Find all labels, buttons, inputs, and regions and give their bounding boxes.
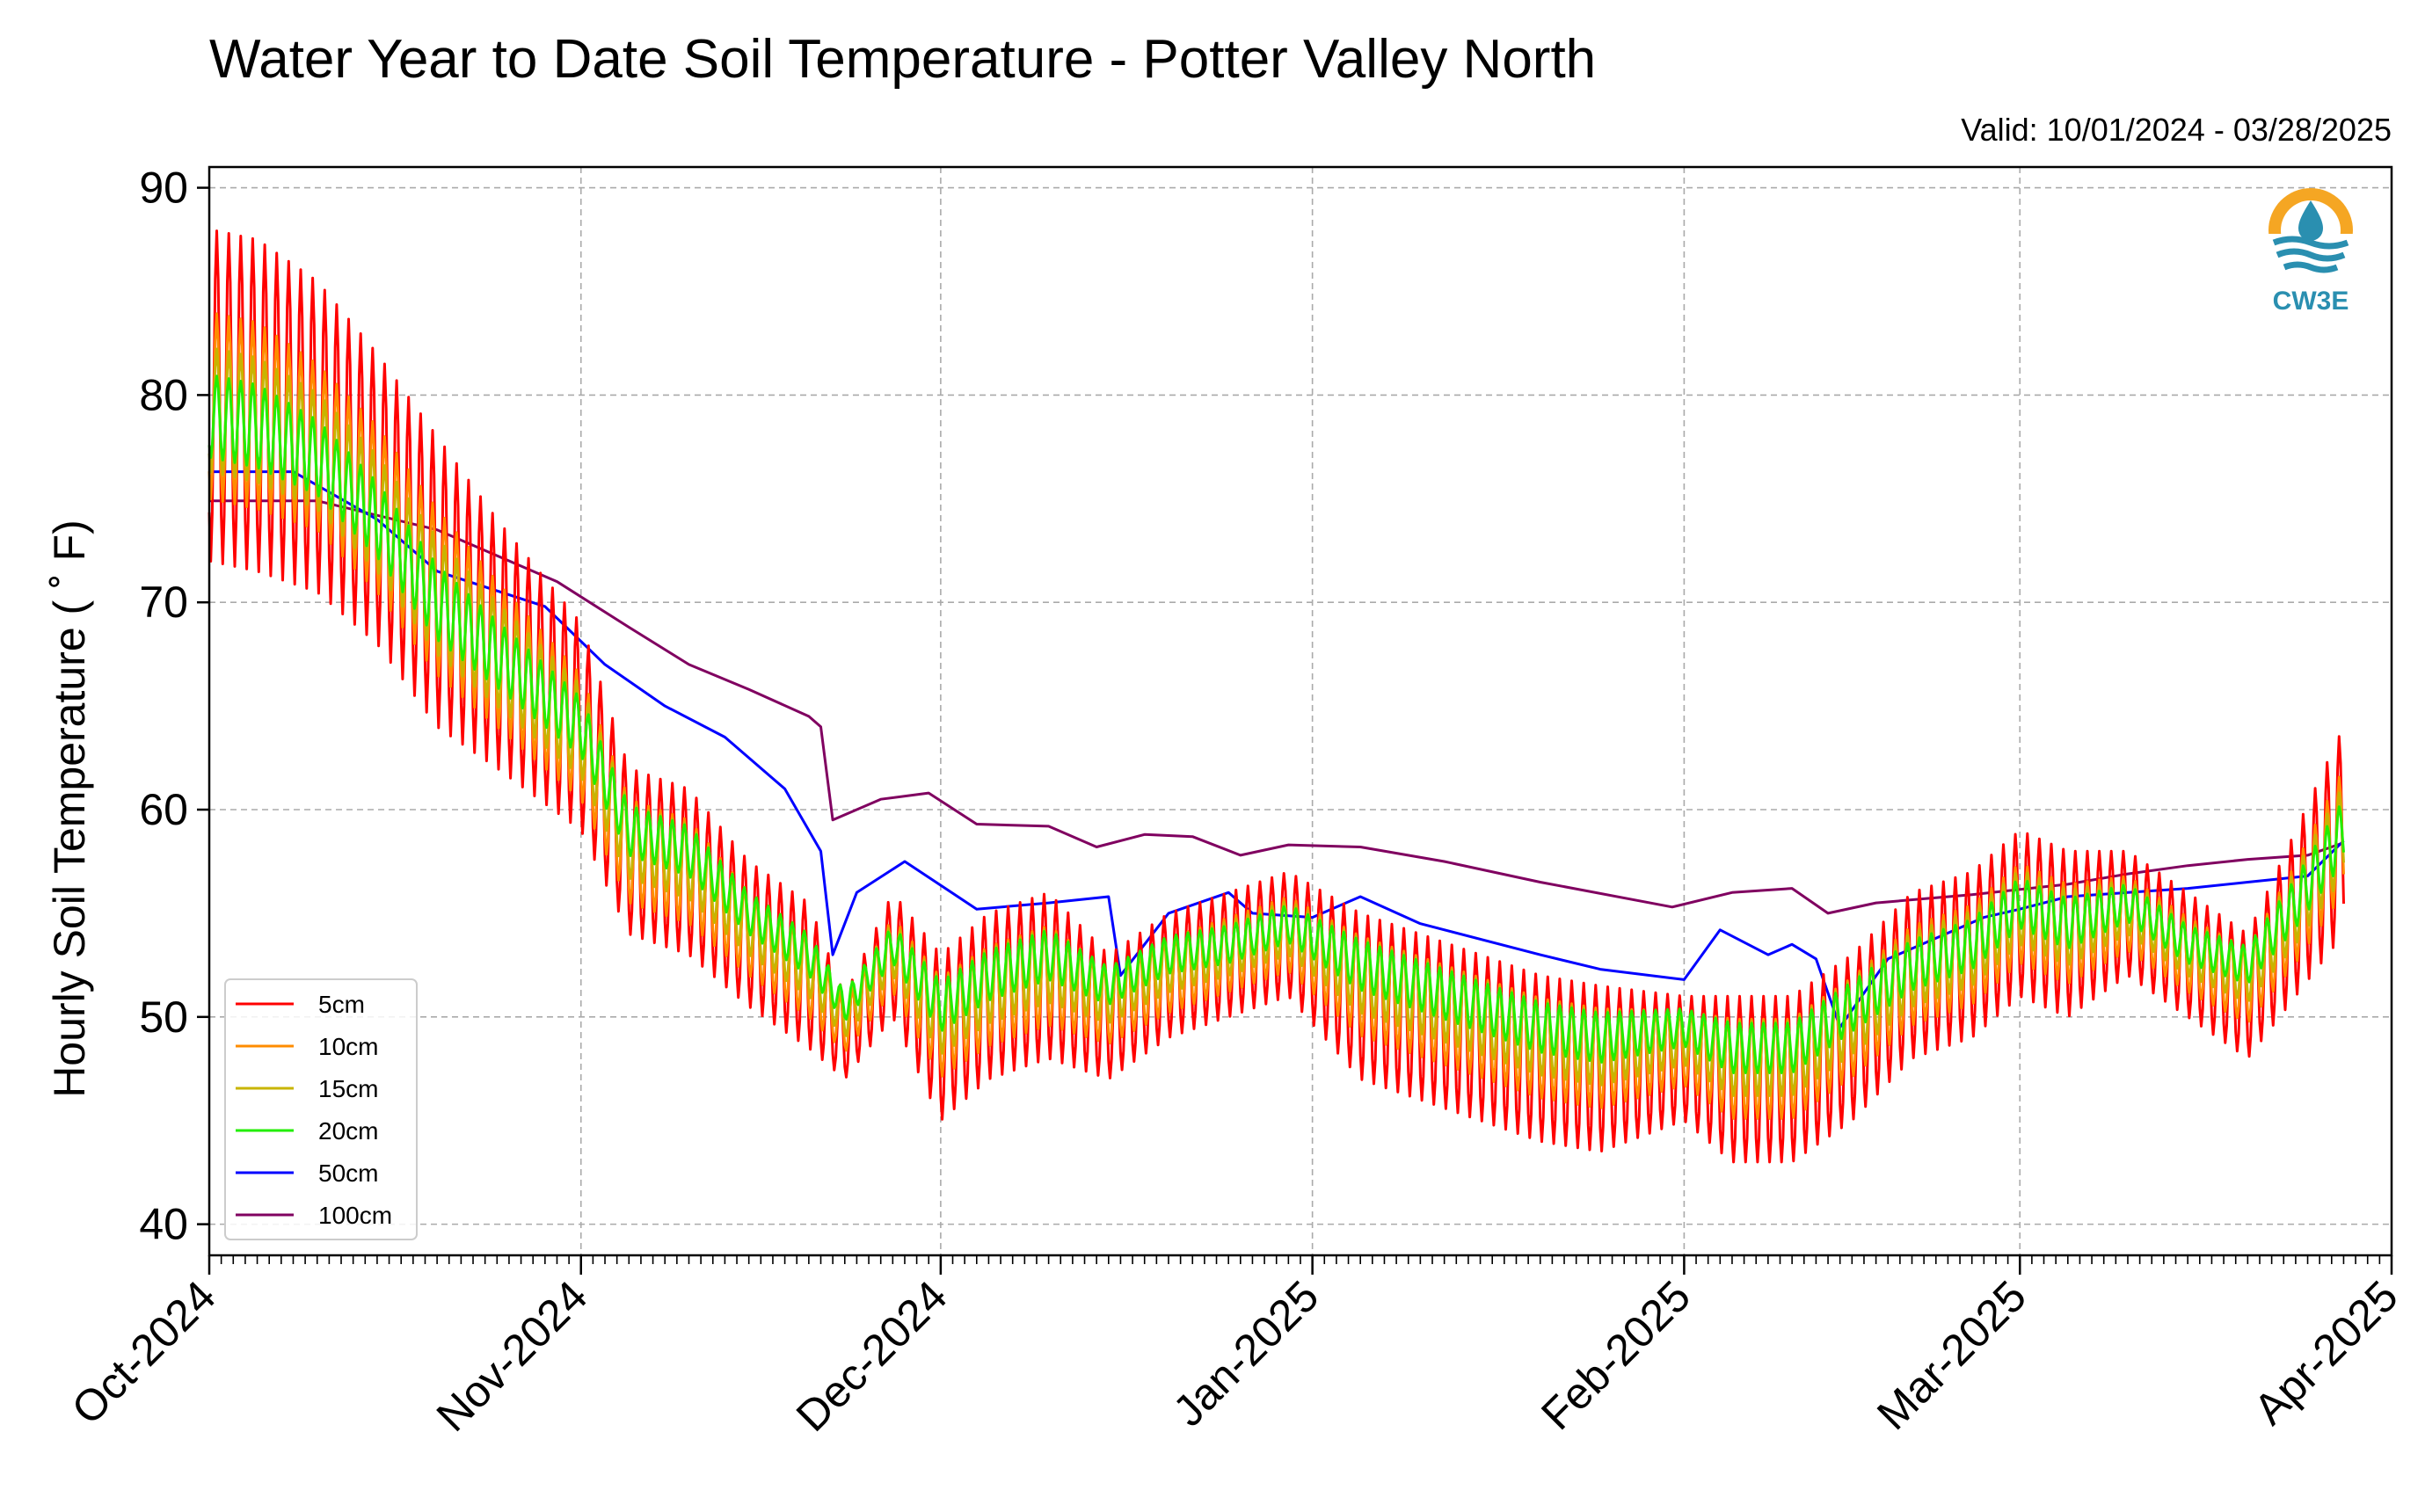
series-line-20cm [208,374,2345,1074]
series-line-50cm [209,470,2345,1029]
chart-title: Water Year to Date Soil Temperature - Po… [209,29,1596,90]
legend-label: 5cm [318,991,365,1018]
legend-box [224,978,418,1240]
logo-text: CW3E [2273,287,2349,316]
x-tick-label: Mar-2025 [1868,1271,2035,1439]
x-tick-label: Feb-2025 [1532,1271,1700,1439]
x-tick-label: Dec-2024 [787,1271,957,1441]
y-tick-label: 60 [139,785,188,834]
x-tick-label: Oct-2024 [62,1271,225,1434]
y-axis-label: Hourly Soil Temperature ( ˚ F) [45,520,94,1098]
y-tick-label: 80 [139,370,188,419]
water-drop-icon [2298,200,2323,241]
series-line-5cm [208,229,2345,1164]
axes: 40 50 60 70 80 90 Oct-2024 Nov-2024 Dec-2024 Jan-… [62,164,2407,1441]
legend-label: 15cm [318,1075,378,1102]
series-line-100cm [209,499,2344,915]
x-tick-label: Apr-2025 [2245,1271,2407,1434]
series-group [208,229,2345,1164]
x-tick-label: Jan-2025 [1163,1271,1328,1436]
y-tick-label: 70 [139,578,188,627]
legend-label: 20cm [318,1117,378,1145]
cw3e-logo: CW3E [2267,188,2355,316]
legend: 5cm 10cm 15cm 20cm 50cm 100cm [224,978,418,1240]
y-tick-label: 90 [139,164,188,213]
logo-wave-lines-icon [2272,236,2349,273]
legend-label: 100cm [318,1202,392,1229]
y-tick-label: 40 [139,1200,188,1249]
legend-label: 10cm [318,1033,378,1060]
y-tick-label: 50 [139,992,188,1042]
legend-label: 50cm [318,1159,378,1187]
chart-subtitle: Valid: 10/01/2024 - 03/28/2025 [1961,112,2392,148]
x-tick-label: Nov-2024 [427,1271,597,1441]
